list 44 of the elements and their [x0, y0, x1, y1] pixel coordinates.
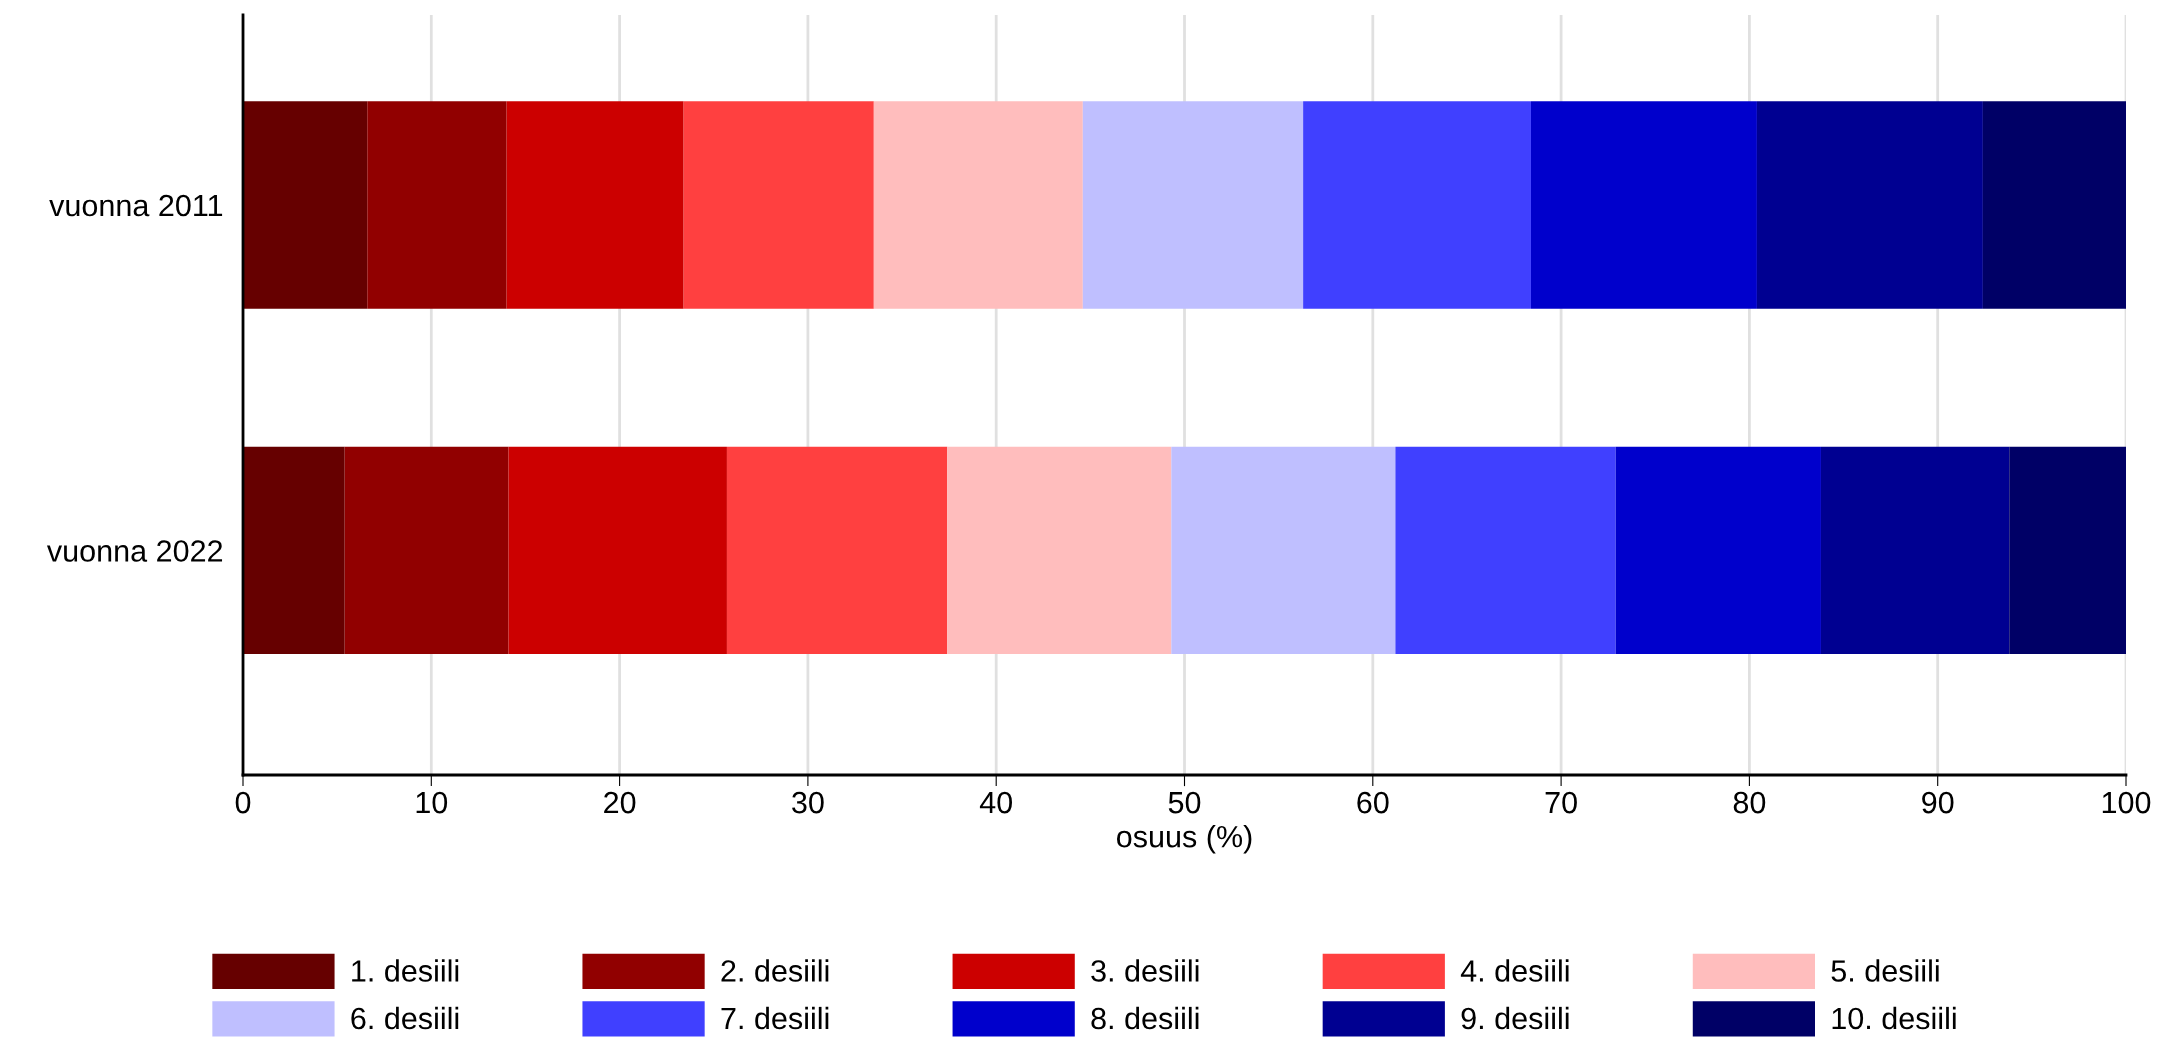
bar — [1756, 101, 1983, 309]
x-tick-label: 20 — [604, 791, 636, 814]
x-axis-title: osuus (%) — [1117, 825, 1252, 854]
bar — [726, 446, 948, 655]
x-tick-label: 90 — [1922, 791, 1954, 814]
y-tick-label: vuonna 2011 — [49, 194, 223, 217]
bar — [1615, 446, 1821, 655]
bar — [243, 446, 345, 655]
legend-label: 3. desiili — [1091, 959, 1199, 982]
bar — [344, 446, 509, 655]
bar — [1303, 101, 1531, 309]
bar — [873, 101, 1083, 309]
bar — [1171, 446, 1396, 655]
x-tick-label: 50 — [1168, 791, 1201, 814]
bar — [1082, 101, 1304, 309]
legend-label: 9. desiili — [1461, 1006, 1569, 1030]
legend-label: 8. desiili — [1091, 1006, 1199, 1030]
x-tick-label: 10 — [416, 791, 448, 814]
bar — [506, 101, 684, 309]
legend-label: 6. desiili — [351, 1006, 459, 1030]
y-tick-label: vuonna 2022 — [46, 540, 223, 562]
x-tick-label: 80 — [1733, 791, 1766, 814]
legend-label: 10. desiili — [1832, 1006, 1956, 1030]
x-tick-label: 0 — [235, 791, 251, 814]
bar — [1530, 101, 1757, 309]
bar — [508, 446, 727, 655]
x-tick-label: 100 — [2102, 791, 2151, 814]
bar — [947, 446, 1172, 655]
legend-label: 4. desiili — [1460, 959, 1569, 982]
bar — [683, 101, 874, 309]
bar — [1820, 446, 2010, 655]
x-tick-label: 60 — [1357, 791, 1389, 814]
x-tick-label: 70 — [1545, 791, 1577, 814]
legend-label: 7. desiili — [721, 1006, 829, 1030]
bar — [367, 101, 507, 309]
x-tick-label: 40 — [979, 791, 1012, 814]
bar — [1982, 101, 2126, 309]
bar — [2009, 446, 2126, 655]
bar — [243, 101, 368, 309]
x-tick-label: 30 — [792, 791, 824, 814]
bar — [1395, 446, 1616, 655]
legend-label: 2. desiili — [721, 959, 829, 982]
legend-label: 5. desiili — [1831, 959, 1939, 982]
legend-label: 1. desiili — [352, 959, 459, 982]
